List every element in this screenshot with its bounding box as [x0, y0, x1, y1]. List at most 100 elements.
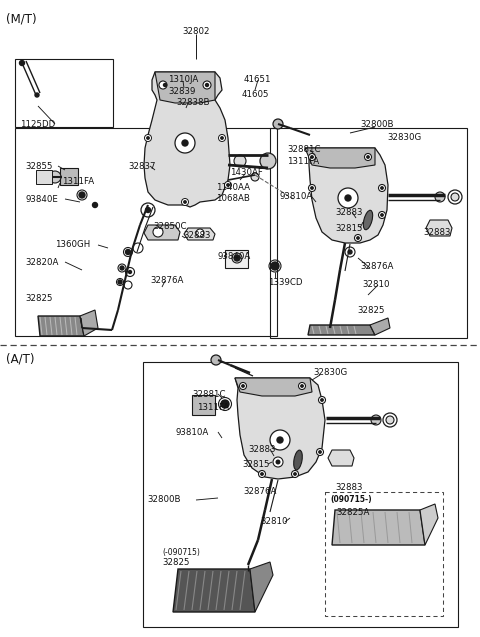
Polygon shape: [370, 318, 390, 335]
Circle shape: [251, 173, 259, 181]
Circle shape: [125, 250, 131, 255]
Circle shape: [182, 140, 188, 146]
Text: 1125DD: 1125DD: [20, 120, 55, 129]
Circle shape: [118, 280, 122, 284]
Ellipse shape: [294, 450, 302, 470]
Text: 32883: 32883: [423, 228, 451, 237]
Text: 32876A: 32876A: [243, 487, 276, 496]
Circle shape: [164, 83, 167, 87]
Text: 32830G: 32830G: [313, 368, 347, 377]
Text: 32855: 32855: [25, 162, 52, 171]
Circle shape: [294, 473, 296, 475]
Circle shape: [153, 227, 163, 237]
Text: 32810: 32810: [260, 517, 288, 526]
Polygon shape: [308, 325, 375, 335]
Circle shape: [319, 451, 321, 453]
Circle shape: [221, 400, 229, 408]
Text: 32876A: 32876A: [360, 262, 394, 271]
Polygon shape: [192, 395, 215, 415]
Polygon shape: [305, 148, 388, 243]
Circle shape: [381, 214, 383, 216]
Circle shape: [311, 187, 313, 189]
Polygon shape: [80, 310, 98, 336]
Text: 32800B: 32800B: [147, 495, 180, 504]
Text: 1068AB: 1068AB: [216, 194, 250, 203]
Circle shape: [145, 208, 151, 213]
Circle shape: [49, 171, 61, 183]
Text: 1360GH: 1360GH: [55, 240, 90, 249]
Text: 32825: 32825: [162, 558, 190, 567]
Bar: [15, 128, 277, 336]
Polygon shape: [426, 220, 452, 236]
Text: 1430AF: 1430AF: [230, 168, 263, 177]
Circle shape: [309, 185, 315, 192]
Polygon shape: [235, 378, 325, 479]
Circle shape: [240, 382, 247, 389]
Circle shape: [321, 399, 323, 401]
Text: 32800B: 32800B: [360, 120, 394, 129]
Circle shape: [379, 185, 385, 192]
Circle shape: [196, 229, 204, 237]
Circle shape: [345, 247, 355, 257]
Circle shape: [120, 266, 124, 270]
Polygon shape: [184, 228, 215, 240]
Polygon shape: [60, 168, 78, 185]
Circle shape: [451, 193, 459, 201]
Text: 93840E: 93840E: [25, 195, 58, 204]
Circle shape: [218, 134, 226, 141]
Circle shape: [35, 93, 39, 97]
Circle shape: [338, 188, 358, 208]
Circle shape: [364, 154, 372, 161]
Polygon shape: [235, 378, 312, 396]
Circle shape: [144, 134, 152, 141]
Circle shape: [291, 471, 299, 478]
Circle shape: [271, 262, 279, 270]
Text: 1311FA: 1311FA: [62, 177, 94, 186]
Text: 32802: 32802: [182, 27, 210, 36]
Text: 32820A: 32820A: [25, 258, 59, 267]
Circle shape: [435, 192, 445, 202]
Circle shape: [133, 243, 143, 253]
Circle shape: [277, 437, 283, 443]
Circle shape: [273, 457, 283, 467]
Text: 32881C: 32881C: [287, 145, 321, 154]
Text: (090715-): (090715-): [330, 495, 372, 504]
Text: 32883: 32883: [248, 445, 276, 454]
Text: 93810A: 93810A: [175, 428, 208, 437]
Text: 32837: 32837: [128, 162, 156, 171]
Polygon shape: [332, 510, 425, 545]
Circle shape: [316, 448, 324, 455]
Text: 1311FA: 1311FA: [197, 403, 229, 412]
Polygon shape: [144, 72, 230, 207]
Circle shape: [227, 184, 229, 186]
Circle shape: [93, 203, 97, 208]
Text: 32876A: 32876A: [150, 276, 183, 285]
Text: 32815: 32815: [242, 460, 269, 469]
Text: 32810: 32810: [362, 280, 389, 289]
Circle shape: [175, 133, 195, 153]
Text: 32830G: 32830G: [387, 133, 421, 142]
Circle shape: [448, 190, 462, 204]
Polygon shape: [144, 225, 180, 240]
Circle shape: [273, 119, 283, 129]
Circle shape: [221, 137, 223, 140]
Polygon shape: [173, 569, 255, 612]
Text: 32838B: 32838B: [176, 98, 209, 107]
Polygon shape: [155, 72, 215, 103]
Text: 32883: 32883: [335, 483, 362, 492]
Circle shape: [348, 250, 352, 254]
Circle shape: [311, 156, 313, 158]
Polygon shape: [328, 450, 354, 466]
Circle shape: [242, 385, 244, 387]
Circle shape: [386, 416, 394, 424]
Text: (M/T): (M/T): [6, 13, 36, 26]
Bar: [270, 128, 467, 338]
Circle shape: [319, 396, 325, 403]
Text: (A/T): (A/T): [6, 352, 35, 365]
Polygon shape: [225, 250, 248, 268]
Text: 93810A: 93810A: [280, 192, 313, 201]
Text: 41651: 41651: [244, 75, 272, 84]
Circle shape: [234, 155, 246, 167]
Circle shape: [234, 255, 240, 261]
Circle shape: [141, 203, 155, 217]
